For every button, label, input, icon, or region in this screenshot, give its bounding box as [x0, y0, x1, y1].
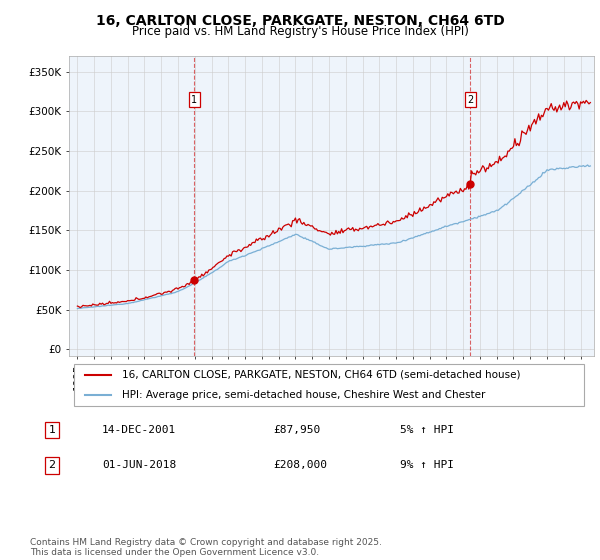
Text: 16, CARLTON CLOSE, PARKGATE, NESTON, CH64 6TD (semi-detached house): 16, CARLTON CLOSE, PARKGATE, NESTON, CH6…: [121, 370, 520, 380]
Text: 01-JUN-2018: 01-JUN-2018: [102, 460, 176, 470]
Text: Contains HM Land Registry data © Crown copyright and database right 2025.
This d: Contains HM Land Registry data © Crown c…: [30, 538, 382, 557]
Text: £87,950: £87,950: [273, 425, 320, 435]
Text: 9% ↑ HPI: 9% ↑ HPI: [400, 460, 454, 470]
Text: 1: 1: [191, 95, 197, 105]
Text: £208,000: £208,000: [273, 460, 327, 470]
Text: 2: 2: [467, 95, 473, 105]
FancyBboxPatch shape: [74, 363, 583, 407]
Text: HPI: Average price, semi-detached house, Cheshire West and Chester: HPI: Average price, semi-detached house,…: [121, 390, 485, 400]
Text: 14-DEC-2001: 14-DEC-2001: [102, 425, 176, 435]
Text: 1: 1: [49, 425, 56, 435]
Text: Price paid vs. HM Land Registry's House Price Index (HPI): Price paid vs. HM Land Registry's House …: [131, 25, 469, 38]
Text: 16, CARLTON CLOSE, PARKGATE, NESTON, CH64 6TD: 16, CARLTON CLOSE, PARKGATE, NESTON, CH6…: [95, 14, 505, 28]
Text: 2: 2: [49, 460, 56, 470]
Text: 5% ↑ HPI: 5% ↑ HPI: [400, 425, 454, 435]
